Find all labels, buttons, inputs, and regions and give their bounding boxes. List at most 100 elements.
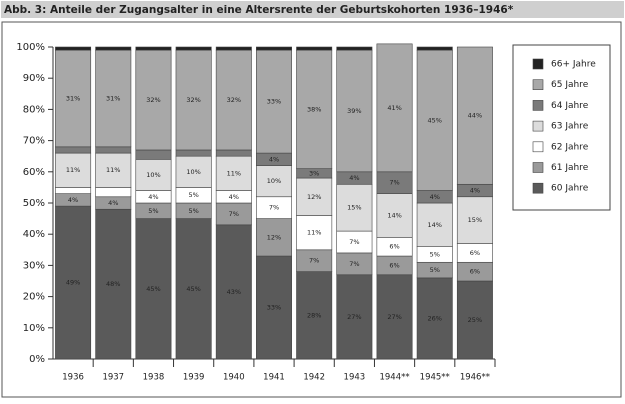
x-tick-label: 1941 (263, 373, 285, 383)
x-tick-label: 1942 (303, 373, 325, 383)
data-label: 49% (66, 279, 80, 287)
data-label: 3% (309, 169, 319, 177)
legend-label: 60 Jahre (551, 184, 589, 194)
data-label: 5% (188, 207, 198, 215)
data-label: 11% (106, 166, 120, 174)
data-label: 10% (186, 168, 200, 176)
data-label: 6% (470, 268, 480, 276)
x-tick-label: 1940 (223, 373, 245, 383)
y-tick-label: 20% (23, 292, 45, 303)
data-label: 7% (389, 179, 399, 187)
bar-segment (135, 159, 172, 191)
x-tick-label: 1939 (183, 373, 205, 383)
bar-segment (416, 277, 453, 360)
data-label: 41% (387, 104, 401, 112)
data-label: 12% (267, 233, 281, 241)
data-label: 12% (307, 193, 321, 201)
data-label: 7% (349, 260, 359, 268)
data-label: 4% (470, 187, 480, 195)
bar-segment (55, 152, 92, 188)
x-tick-label: 1944** (379, 373, 409, 383)
legend-label: 61 Jahre (551, 163, 589, 173)
data-label: 4% (148, 193, 158, 201)
bar-segment (135, 46, 172, 51)
data-label: 27% (387, 313, 401, 321)
data-label: 5% (188, 191, 198, 199)
legend-label: 64 Jahre (551, 101, 589, 111)
bar-segment (336, 274, 373, 360)
title-band (1, 1, 624, 18)
bar-segment (336, 183, 373, 232)
legend-swatch (532, 79, 544, 90)
bar-segment (55, 146, 92, 154)
data-label: 11% (66, 166, 80, 174)
data-label: 32% (186, 96, 200, 104)
data-label: 45% (146, 285, 160, 293)
bar-segment (336, 46, 373, 51)
legend-label: 63 Jahre (551, 122, 589, 132)
data-label: 28% (307, 311, 321, 319)
bar-segment (95, 49, 132, 148)
bar-segment (456, 280, 493, 360)
data-label: 27% (347, 313, 361, 321)
data-label: 15% (347, 204, 361, 212)
bar-segment (456, 196, 493, 244)
legend-label: 62 Jahre (551, 142, 589, 152)
data-label: 6% (389, 243, 399, 251)
legend-swatch (532, 58, 544, 70)
bar-segment (296, 46, 333, 51)
data-label: 15% (468, 216, 482, 224)
legend-swatch (532, 100, 544, 111)
y-tick-label: 30% (23, 260, 45, 271)
bar-segment (55, 49, 92, 148)
data-label: 32% (227, 96, 241, 104)
y-tick-label: 10% (23, 323, 45, 334)
bar-segment (296, 177, 333, 216)
bar-segment (95, 146, 132, 154)
data-label: 44% (468, 112, 482, 120)
bar-segment (296, 215, 333, 251)
data-label: 7% (349, 238, 359, 246)
data-label: 4% (430, 193, 440, 201)
bar-segment (215, 155, 252, 191)
bar-segment (95, 46, 132, 51)
data-label: 38% (307, 105, 321, 113)
bar-segment (175, 149, 212, 157)
bar-segment (175, 155, 212, 188)
data-label: 4% (269, 155, 279, 163)
bar-segment (376, 274, 413, 360)
bar-segment (456, 46, 493, 185)
data-label: 14% (428, 221, 442, 229)
y-tick-label: 40% (23, 229, 45, 240)
bar-segment (135, 49, 172, 151)
bar-segment (135, 149, 172, 160)
bar-segment (376, 193, 413, 238)
data-label: 6% (389, 261, 399, 269)
data-label: 48% (106, 280, 120, 288)
bar-segment (95, 187, 132, 198)
bar-segment (55, 205, 92, 360)
y-tick-label: 80% (23, 104, 45, 115)
bar-segment (296, 271, 333, 360)
data-label: 45% (428, 116, 442, 124)
y-tick-label: 0% (29, 354, 45, 365)
data-label: 5% (430, 250, 440, 258)
bar-segment (215, 46, 252, 51)
x-tick-label: 1938 (143, 373, 165, 383)
bar-segment (336, 49, 373, 173)
data-label: 4% (68, 196, 78, 204)
legend-swatch (532, 141, 544, 153)
x-tick-label: 1943 (344, 373, 366, 383)
data-label: 33% (267, 98, 281, 106)
data-label: 39% (347, 107, 361, 115)
bar-segment (256, 255, 292, 360)
bar-segment (416, 202, 453, 247)
data-label: 7% (309, 257, 319, 265)
data-label: 10% (267, 177, 281, 185)
data-label: 11% (227, 169, 241, 177)
bar-segment (376, 43, 413, 173)
x-tick-label: 1945** (420, 373, 450, 383)
data-label: 4% (229, 193, 239, 201)
